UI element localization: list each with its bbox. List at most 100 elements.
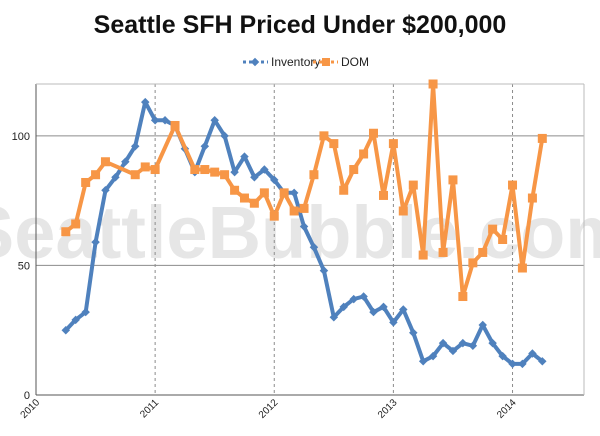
dom-point xyxy=(319,131,329,141)
dom-point xyxy=(61,227,71,237)
dom-point xyxy=(289,206,299,216)
x-tick-label: 2012 xyxy=(257,397,281,421)
inventory-point xyxy=(220,131,229,141)
inventory-point xyxy=(130,141,140,151)
inventory-point xyxy=(91,237,100,247)
dom-point xyxy=(368,128,378,138)
x-tick-label: 2011 xyxy=(138,397,161,420)
inventory-point xyxy=(428,351,438,361)
inventory-point xyxy=(230,167,239,177)
dom-point xyxy=(150,165,160,175)
dom-point xyxy=(100,157,110,167)
inventory-point xyxy=(518,359,527,369)
dom-point xyxy=(379,190,389,200)
inventory-point xyxy=(101,186,110,195)
dom-point xyxy=(170,120,180,130)
inventory-point xyxy=(339,302,348,312)
inventory-point xyxy=(379,302,388,312)
inventory-point xyxy=(448,346,458,356)
legend-dom-label: DOM xyxy=(341,55,369,69)
x-tick-label: 2010 xyxy=(19,397,43,421)
dom-point xyxy=(458,292,468,302)
inventory-point xyxy=(409,328,418,338)
inventory-point xyxy=(71,315,80,325)
dom-point xyxy=(190,165,200,175)
dom-point xyxy=(398,206,408,216)
inventory-point xyxy=(61,325,71,335)
dom-point xyxy=(91,170,101,180)
dom-point xyxy=(130,170,140,180)
dom-point xyxy=(418,250,428,260)
dom-point xyxy=(210,167,220,177)
dom-point xyxy=(517,263,527,273)
inventory-point xyxy=(498,351,507,361)
inventory-point xyxy=(260,165,269,174)
x-tick-label: 2014 xyxy=(495,397,519,421)
legend-item-inventory: Inventory xyxy=(243,55,320,69)
inventory-point xyxy=(329,313,339,322)
dom-point xyxy=(249,198,259,208)
inventory-point xyxy=(319,266,329,275)
inventory-point xyxy=(200,141,210,151)
dom-point xyxy=(527,193,537,203)
inventory-point xyxy=(458,338,468,348)
legend: Inventory DOM xyxy=(243,55,369,69)
dom-point xyxy=(438,247,448,257)
inventory-point xyxy=(438,338,448,348)
chart-title: Seattle SFH Priced Under $200,000 xyxy=(94,11,507,39)
dom-point xyxy=(230,185,240,195)
dom-point xyxy=(349,165,359,175)
y-tick-label: 100 xyxy=(12,131,30,143)
inventory-point xyxy=(81,307,90,317)
inventory-point xyxy=(508,359,517,369)
dom-point xyxy=(359,149,369,159)
legend-inventory-label: Inventory xyxy=(271,55,320,69)
legend-item-dom: DOM xyxy=(313,55,369,69)
inventory-point xyxy=(111,173,120,182)
dom-point xyxy=(81,177,91,187)
dom-point xyxy=(239,193,249,203)
dom-point xyxy=(329,139,339,149)
inventory-point xyxy=(150,116,160,125)
inventory-point xyxy=(121,157,130,166)
inventory-point xyxy=(528,349,537,358)
dom-point xyxy=(140,162,150,172)
dom-point xyxy=(537,133,547,143)
inventory-point xyxy=(468,341,478,351)
dom-point xyxy=(299,203,309,213)
inventory-point xyxy=(140,97,150,107)
dom-point xyxy=(488,224,498,234)
inventory-point xyxy=(399,305,408,314)
dom-point xyxy=(498,235,508,244)
inventory-point xyxy=(369,307,378,317)
dom-point xyxy=(388,139,398,149)
x-tick-label: 2013 xyxy=(376,397,400,421)
dom-point xyxy=(448,175,458,185)
dom-point xyxy=(408,180,418,190)
dom-point xyxy=(428,79,438,89)
legend-inventory-marker xyxy=(250,57,260,67)
dom-point xyxy=(339,185,349,195)
inventory-point xyxy=(270,175,279,185)
dom-point xyxy=(309,170,319,180)
dom-point xyxy=(478,247,488,257)
inventory-point xyxy=(538,357,547,366)
dom-point xyxy=(220,170,230,180)
inventory-point xyxy=(389,318,398,327)
inventory-point xyxy=(478,320,487,330)
inventory-point xyxy=(160,116,170,125)
dom-point xyxy=(468,258,478,268)
inventory-point xyxy=(299,222,309,231)
inventory-point xyxy=(250,173,259,182)
dom-point xyxy=(200,165,210,175)
dom-point xyxy=(259,188,269,198)
dom-point xyxy=(269,211,279,221)
inventory-point xyxy=(309,243,319,252)
y-tick-label: 0 xyxy=(24,390,30,402)
y-tick-label: 50 xyxy=(18,260,30,272)
dom-point xyxy=(71,219,81,229)
inventory-point xyxy=(240,152,249,161)
dom-point xyxy=(508,180,518,190)
inventory-point xyxy=(488,338,497,348)
